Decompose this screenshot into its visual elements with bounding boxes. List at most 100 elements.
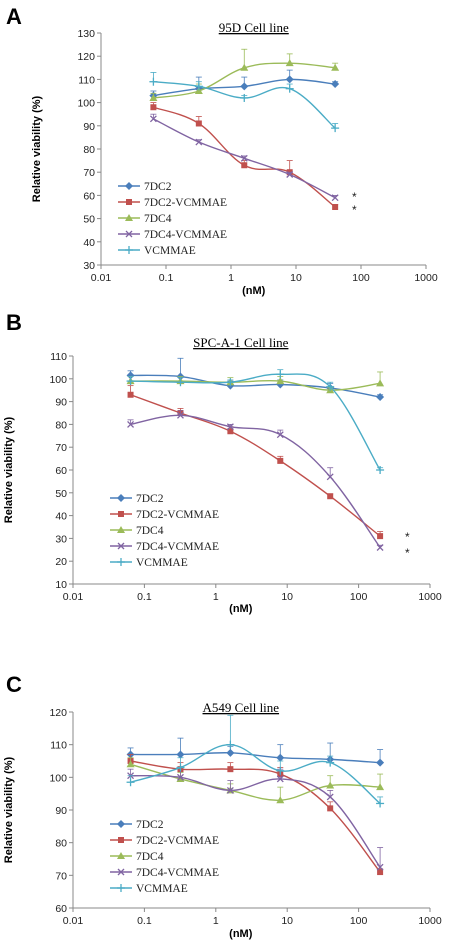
legend-label: 7DC4 [136,525,164,537]
legend-label: 7DC4 [144,213,172,225]
significance-star: * [352,190,357,204]
legend-item: 7DC2 [110,819,164,831]
data-point [331,124,340,133]
legend-marker [126,199,132,205]
series-7dc4 [149,48,340,101]
data-point [326,382,335,391]
data-point [127,420,135,428]
legend-item: 7DC4 [110,851,164,863]
data-point [240,154,248,162]
legend-label: 7DC2-VCMMAE [136,509,219,521]
x-tick-label: 0.01 [91,272,112,284]
series-line [130,763,381,801]
data-point [376,544,384,551]
x-tick-label: 0.01 [63,591,84,603]
y-tick-label: 100 [49,772,67,784]
legend-marker [117,868,125,876]
data-point [226,378,235,387]
y-tick-label: 90 [83,121,95,133]
y-tick-label: 90 [55,805,67,817]
data-point [326,781,335,789]
data-point [226,740,235,749]
series-vcmmae [126,714,385,808]
legend-item: 7DC4 [110,525,164,537]
data-point [240,82,249,91]
series-line [130,394,381,537]
panel-letter: B [6,310,22,335]
legend-item: 7DC2-VCMMAE [118,197,227,209]
legend-item: VCMMAE [110,883,188,895]
chart-title: 95D Cell line [219,20,289,35]
data-point [331,63,340,71]
y-tick-label: 30 [83,260,95,272]
series-line [130,374,381,398]
x-tick-label: 1 [228,272,234,284]
y-tick-label: 120 [77,51,95,63]
series-7dc4-vcmmae [127,410,384,551]
legend-marker [117,558,125,566]
x-tick-label: 0.1 [137,915,152,927]
data-point [327,493,334,500]
y-tick-label: 110 [50,351,67,363]
data-point [176,378,185,387]
series-line [130,752,381,764]
series-7dc4-vcmmae [127,767,384,871]
legend-item: 7DC2-VCMMAE [110,835,219,847]
x-tick-label: 100 [350,915,368,927]
y-tick-label: 70 [83,167,95,179]
data-point [177,411,184,419]
legend-label: VCMMAE [136,557,188,569]
data-point [376,799,385,808]
legend-item: 7DC2-VCMMAE [110,509,219,521]
legend-item: 7DC4-VCMMAE [118,229,227,241]
y-tick-label: 30 [55,533,67,545]
data-point [285,84,294,93]
data-point [276,796,285,804]
y-tick-label: 70 [55,442,67,454]
y-tick-label: 80 [55,419,67,431]
data-point [127,391,134,398]
data-point [276,766,285,775]
x-tick-label: 0.01 [63,915,84,927]
y-tick-label: 60 [55,903,67,915]
legend-label: 7DC4 [136,851,164,863]
series-line [130,373,381,471]
data-point [227,766,234,773]
data-point [276,370,285,379]
x-axis-label: (nM) [242,285,266,297]
y-tick-label: 120 [49,707,67,719]
data-point [176,763,185,772]
series-line [130,743,381,805]
data-point [241,162,248,169]
series-line [130,414,381,548]
legend-label: 7DC4-VCMMAE [136,541,219,553]
legend-marker [117,526,125,533]
y-tick-label: 40 [83,237,95,249]
legend-marker [117,494,125,502]
data-point [126,377,135,386]
legend-marker [125,246,133,254]
y-tick-label: 130 [77,28,95,40]
legend-item: 7DC2 [110,493,164,505]
legend-item: VCMMAE [118,245,196,257]
data-point [331,194,339,202]
x-tick-label: 1000 [414,272,438,284]
legend-marker [117,820,125,828]
data-point [285,75,294,84]
data-point [126,778,135,787]
significance-star: * [405,546,410,560]
series-line [130,379,381,391]
x-tick-label: 100 [352,272,370,284]
data-point [376,379,385,387]
legend-item: 7DC4-VCMMAE [110,867,219,879]
legend-item: 7DC4-VCMMAE [110,541,219,553]
y-tick-label: 60 [83,190,95,202]
y-tick-label: 80 [55,838,67,850]
y-tick-label: 100 [49,374,67,386]
y-tick-label: 110 [50,740,67,752]
legend-item: VCMMAE [110,557,188,569]
